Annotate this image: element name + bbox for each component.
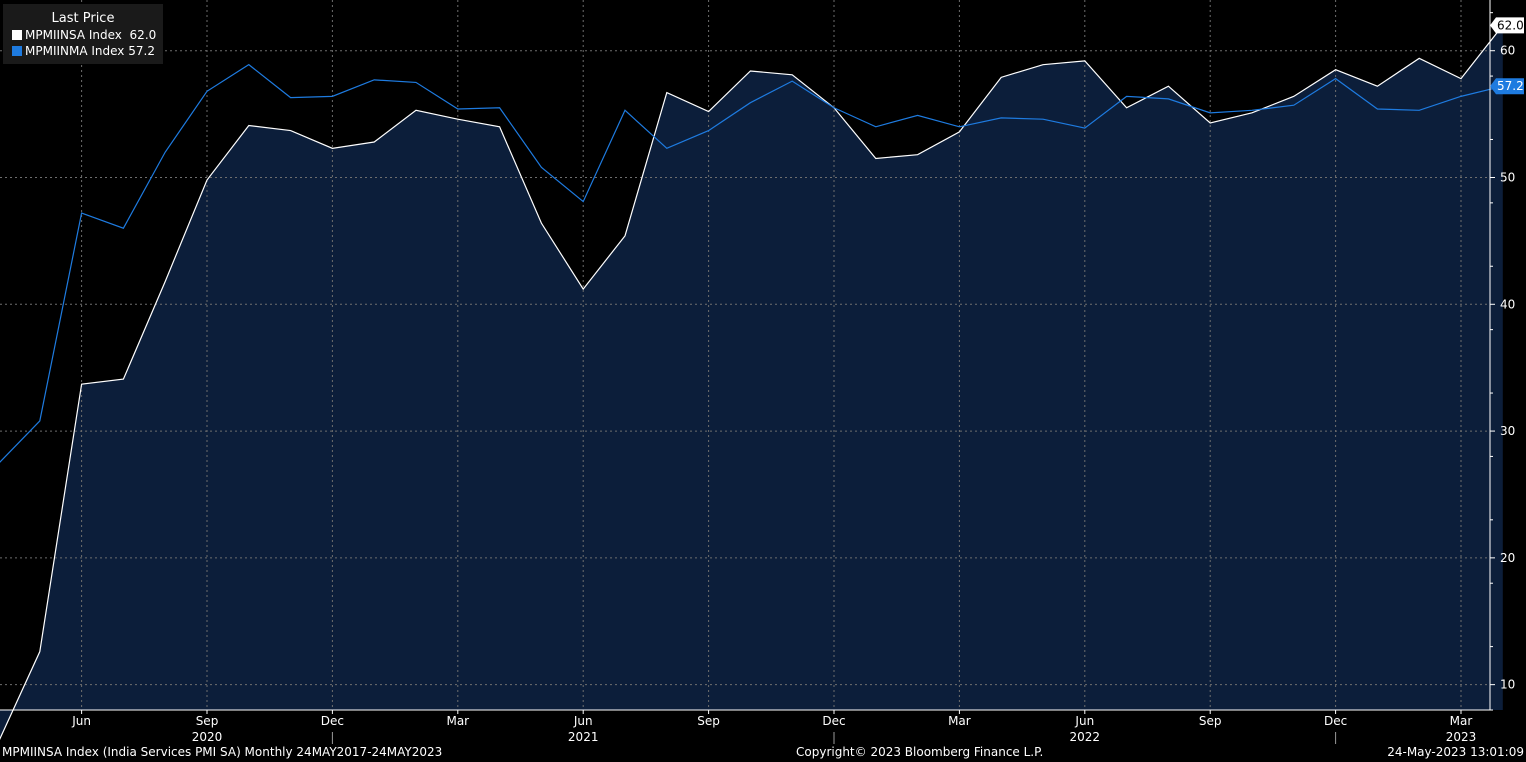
- footer-security-description: MPMIINSA Index (India Services PMI SA) M…: [2, 745, 443, 759]
- last-value-tag-mpmiinsa: [1490, 17, 1524, 34]
- x-tick-label: Mar: [948, 714, 971, 728]
- year-label: 2021: [568, 730, 599, 744]
- last-value-tag-mpmiinma: [1490, 78, 1524, 95]
- footer-timestamp: 24-May-2023 13:01:09: [1387, 745, 1524, 759]
- x-tick-label: Dec: [822, 714, 845, 728]
- x-tick-label: Jun: [573, 714, 593, 728]
- last-value-tag-label: 62.0: [1497, 18, 1524, 32]
- x-tick-label: Sep: [697, 714, 720, 728]
- legend-series-name: MPMIINSA Index: [25, 28, 122, 42]
- legend-swatch-mpmiinma: [12, 46, 22, 56]
- x-tick-label: Mar: [1450, 714, 1473, 728]
- y-tick-label: 60: [1500, 44, 1515, 58]
- last-value-tag-label: 57.2: [1497, 79, 1524, 93]
- legend-header: Last Price: [51, 11, 115, 26]
- series-area-mpmiinsa: [0, 25, 1503, 739]
- legend-item-mpmiinsa[interactable]: MPMIINSA Index 62.0: [3, 27, 163, 43]
- footer-copyright: Copyright© 2023 Bloomberg Finance L.P.: [796, 745, 1044, 759]
- y-tick-label: 10: [1500, 678, 1515, 692]
- x-tick-label: Mar: [446, 714, 469, 728]
- year-label: 2022: [1070, 730, 1101, 744]
- legend-series-value: 57.2: [128, 44, 155, 58]
- y-tick-label: 20: [1500, 551, 1515, 565]
- x-tick-label: Dec: [321, 714, 344, 728]
- year-label: 2023: [1446, 730, 1477, 744]
- legend-series-value: 62.0: [129, 28, 157, 42]
- series-line-mpmiinma: [0, 63, 1503, 463]
- legend-series-name: MPMIINMA Index: [25, 44, 125, 58]
- legend-item-mpmiinma[interactable]: MPMIINMA Index 57.2: [3, 43, 163, 59]
- legend-swatch-mpmiinsa: [12, 30, 22, 40]
- x-tick-label: Sep: [196, 714, 219, 728]
- x-tick-label: Jun: [71, 714, 91, 728]
- x-tick-label: Jun: [1074, 714, 1094, 728]
- x-tick-label: Sep: [1199, 714, 1222, 728]
- year-label: 2020: [192, 730, 223, 744]
- series-line-mpmiinsa: [0, 24, 1504, 741]
- y-tick-label: 50: [1500, 171, 1515, 185]
- x-tick-label: Dec: [1324, 714, 1347, 728]
- chart-legend: Last Price MPMIINSA Index 62.0 MPMIINMA …: [3, 4, 163, 64]
- y-tick-label: 40: [1500, 297, 1515, 311]
- y-tick-label: 30: [1500, 424, 1515, 438]
